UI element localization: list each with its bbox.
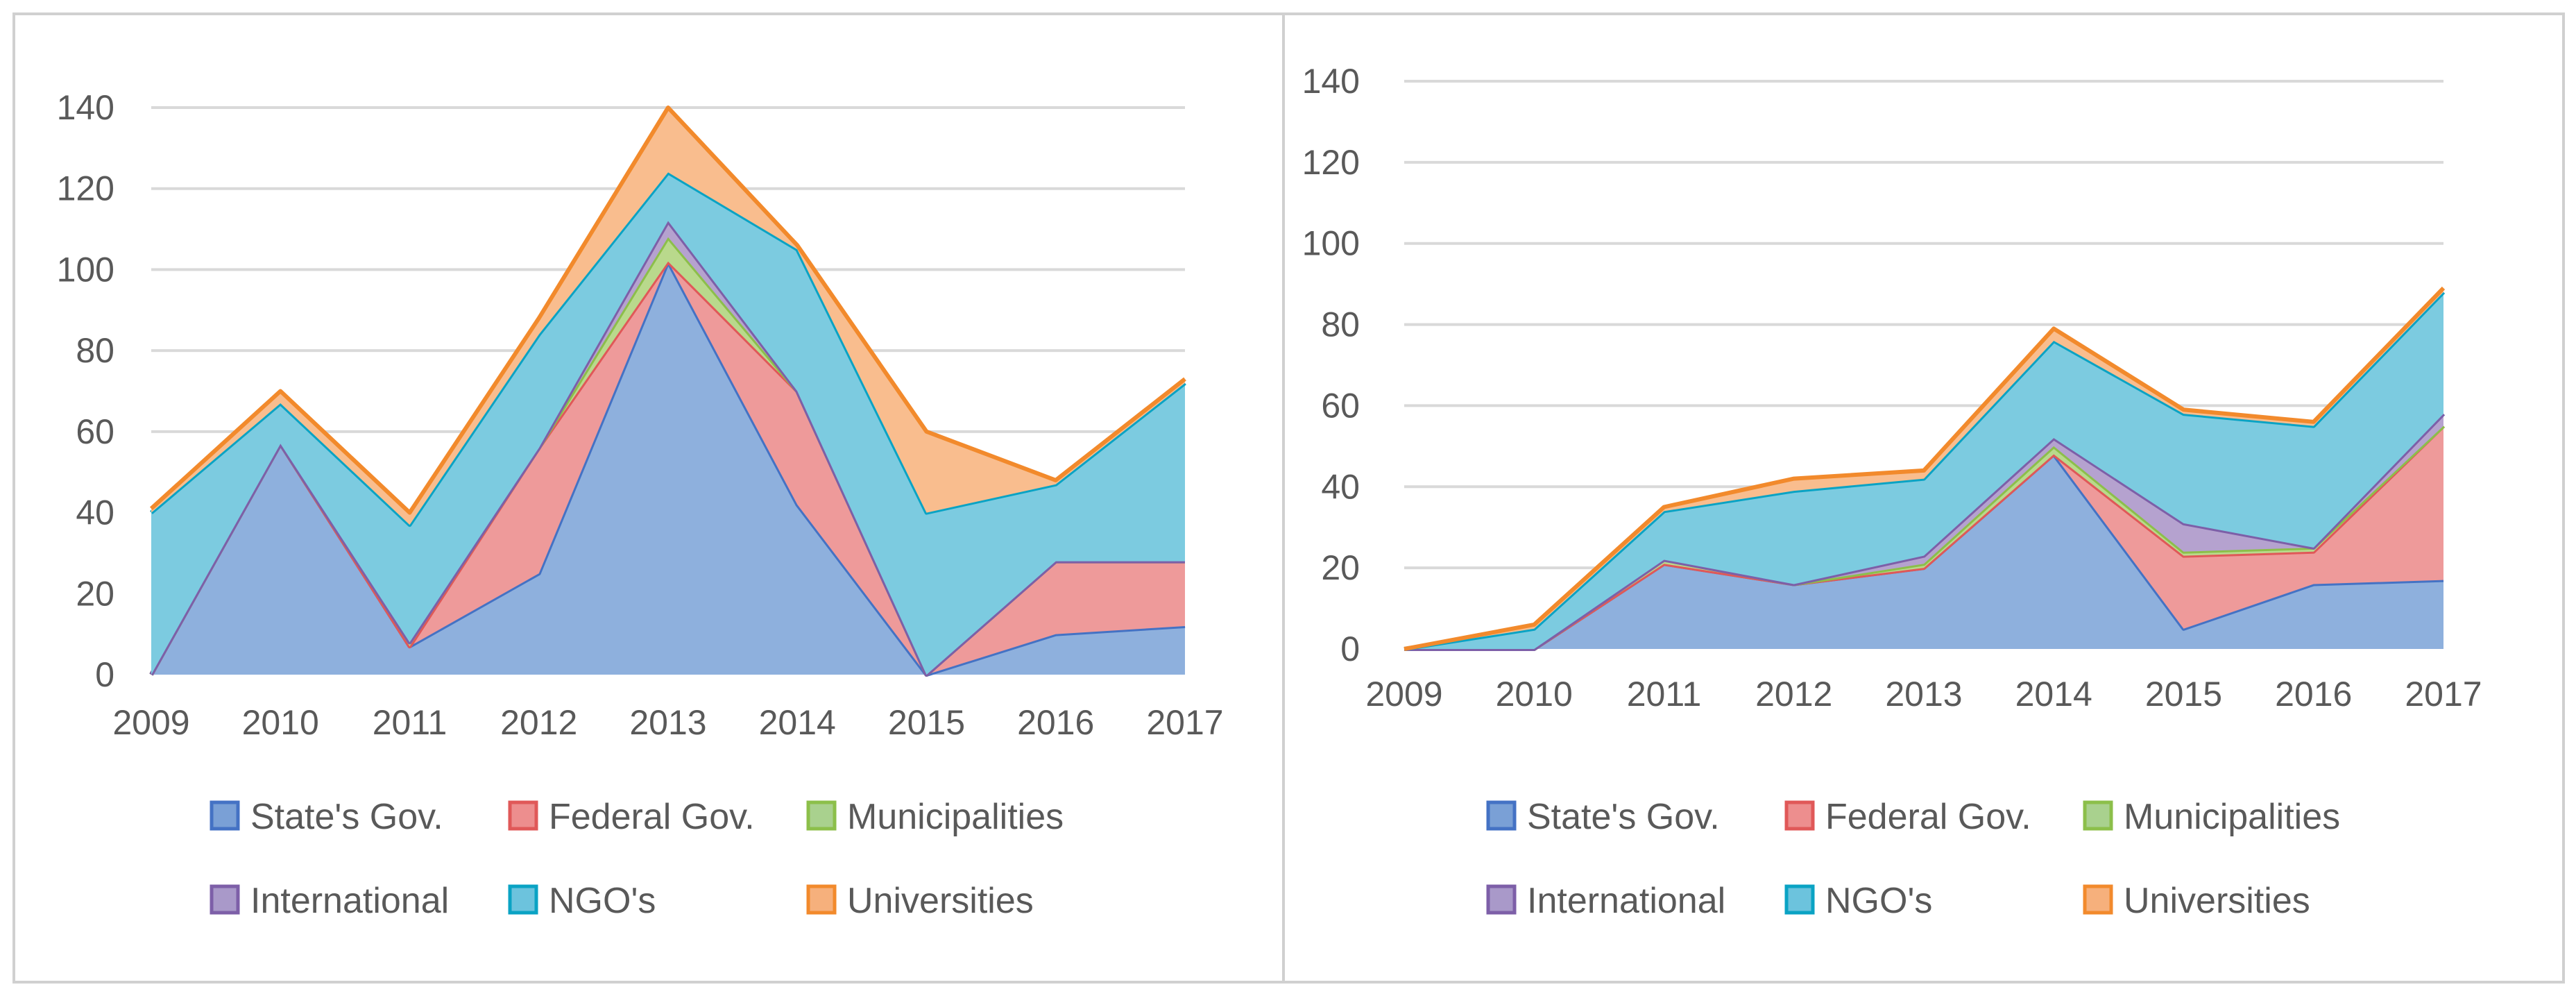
y-tick-label-40: 40 <box>1321 467 1360 506</box>
right-stacked-area-chart: 0 20 40 60 80 100 120 140 2009 2010 2011 2012 2013 20… <box>1302 62 2482 921</box>
y-tick-label-140: 140 <box>57 88 114 127</box>
x-tick-label-2011: 2011 <box>373 703 447 742</box>
y-tick-label-100: 100 <box>1302 224 1360 263</box>
x-tick-label-2009: 2009 <box>1365 675 1442 714</box>
x-tick-label-2015: 2015 <box>2145 675 2222 714</box>
x-tick-label-2010: 2010 <box>242 703 319 742</box>
x-tick-label-2012: 2012 <box>1755 675 1832 714</box>
y-tick-label-120: 120 <box>1302 143 1360 182</box>
y-tick-label-80: 80 <box>76 331 114 370</box>
y-tick-label-0: 0 <box>95 655 114 694</box>
x-tick-label-2016: 2016 <box>2275 675 2352 714</box>
legend-label-state-s-gov: State's Gov. <box>1527 797 1720 837</box>
area-line-universities <box>149 105 1186 515</box>
y-tick-label-20: 20 <box>76 574 114 613</box>
area-state-s-gov <box>1404 454 2443 649</box>
x-tick-label-2014: 2014 <box>2015 675 2092 714</box>
y-tick-label-140: 140 <box>1302 62 1360 101</box>
legend-label-international: International <box>250 881 449 921</box>
y-tick-label-20: 20 <box>1321 548 1360 587</box>
legend-label-international: International <box>1527 881 1725 921</box>
legend-swatch-federal-gov <box>508 800 538 831</box>
legend-label-municipalities: Municipalities <box>847 797 1064 837</box>
y-tick-label-60: 60 <box>76 412 114 451</box>
y-tick-label-40: 40 <box>76 493 114 532</box>
area-state-s-gov <box>151 261 1185 675</box>
legend-swatch-international <box>210 884 240 915</box>
area-ngo-s <box>1404 292 2443 649</box>
legend-swatch-state-s-gov <box>210 800 240 831</box>
x-tick-label-2012: 2012 <box>500 703 577 742</box>
x-tick-label-2011: 2011 <box>1627 675 1702 714</box>
legend-label-state-s-gov: State's Gov. <box>250 797 443 837</box>
legend-swatch-international <box>1486 884 1517 915</box>
y-tick-label-80: 80 <box>1321 305 1360 344</box>
x-tick-label-2009: 2009 <box>112 703 189 742</box>
x-tick-label-2017: 2017 <box>1146 703 1223 742</box>
legend-swatch-municipalities <box>2083 800 2113 831</box>
legend-swatch-ngo-s <box>508 884 538 915</box>
x-tick-label-2016: 2016 <box>1017 703 1094 742</box>
legend-swatch-municipalities <box>806 800 837 831</box>
legend-swatch-ngo-s <box>1784 884 1815 915</box>
legend-label-ngo-s: NGO's <box>1825 881 1932 921</box>
legend-swatch-federal-gov <box>1784 800 1815 831</box>
x-tick-label-2015: 2015 <box>888 703 965 742</box>
legend-label-universities: Universities <box>2124 881 2310 921</box>
area-line-universities <box>1404 286 2446 651</box>
x-tick-label-2014: 2014 <box>759 703 836 742</box>
legend-label-federal-gov: Federal Gov. <box>1825 797 2031 837</box>
y-tick-label-120: 120 <box>57 169 114 208</box>
y-tick-label-60: 60 <box>1321 386 1360 425</box>
x-tick-label-2013: 2013 <box>1885 675 1962 714</box>
legend-label-ngo-s: NGO's <box>549 881 656 921</box>
legend-label-universities: Universities <box>847 881 1034 921</box>
legend-swatch-universities <box>806 884 837 915</box>
y-tick-label-100: 100 <box>57 250 114 289</box>
legend-swatch-universities <box>2083 884 2113 915</box>
area-federal-gov <box>1404 425 2443 649</box>
area-ngo-s <box>151 172 1185 675</box>
legend-swatch-state-s-gov <box>1486 800 1517 831</box>
x-tick-label-2017: 2017 <box>2405 675 2482 714</box>
x-tick-label-2013: 2013 <box>629 703 706 742</box>
y-tick-label-0: 0 <box>1340 630 1360 668</box>
legend-label-municipalities: Municipalities <box>2124 797 2340 837</box>
x-tick-label-2010: 2010 <box>1496 675 1573 714</box>
legend-label-federal-gov: Federal Gov. <box>549 797 755 837</box>
left-stacked-area-chart: 0 20 40 60 80 100 120 140 2009 2010 2011 2012 2013 20… <box>57 88 1224 921</box>
